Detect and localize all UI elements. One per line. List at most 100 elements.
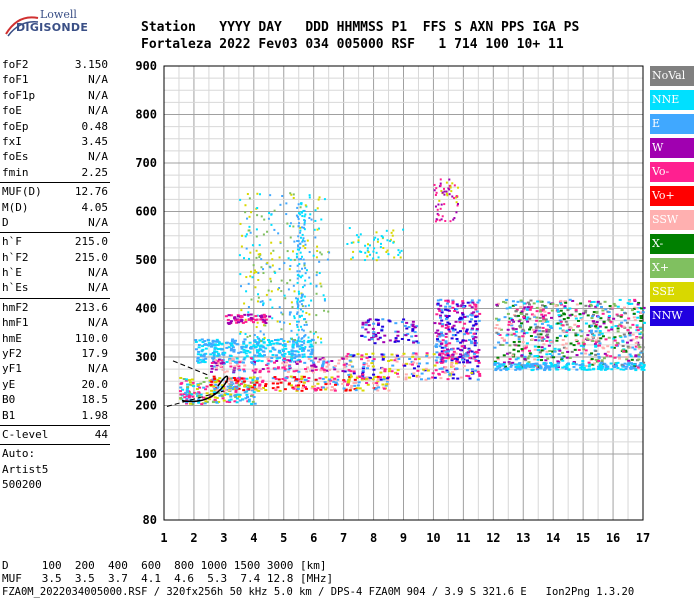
echo-point	[457, 202, 460, 205]
echo-point	[580, 368, 584, 371]
echo-point	[556, 365, 560, 368]
echo-point	[505, 307, 509, 310]
echo-point	[209, 392, 213, 395]
echo-point	[534, 329, 538, 332]
echo-point	[603, 352, 607, 355]
echo-point	[493, 360, 497, 363]
echo-point	[287, 340, 291, 343]
echo-point	[571, 362, 575, 365]
echo-point	[495, 323, 499, 326]
echo-point	[544, 362, 548, 365]
echo-point	[520, 355, 524, 358]
echo-point	[209, 342, 213, 345]
echo-point	[282, 355, 286, 358]
echo-point	[260, 258, 263, 261]
echo-point	[642, 363, 646, 366]
echo-point	[236, 314, 240, 317]
echo-point	[576, 325, 580, 328]
echo-point	[597, 340, 601, 343]
echo-point	[415, 325, 419, 328]
echo-point	[324, 388, 328, 391]
echo-point	[264, 389, 268, 392]
echo-point	[538, 316, 542, 319]
echo-point	[506, 352, 510, 355]
echo-point	[366, 331, 370, 334]
echo-point	[250, 403, 254, 406]
echo-point	[604, 326, 608, 329]
echo-point	[570, 350, 574, 353]
echo-point	[252, 359, 256, 362]
echo-point	[385, 380, 389, 383]
echo-point	[345, 355, 349, 358]
echo-point	[220, 359, 224, 362]
echo-point	[188, 402, 192, 405]
echo-point	[321, 364, 325, 367]
echo-point	[202, 386, 206, 389]
echo-point	[226, 393, 230, 396]
echo-point	[209, 394, 213, 397]
echo-point	[528, 349, 532, 352]
echo-point	[308, 251, 311, 254]
echo-point	[550, 356, 554, 359]
echo-point	[642, 306, 646, 309]
echo-point	[185, 398, 189, 401]
echo-point	[232, 376, 236, 379]
echo-point	[629, 365, 633, 368]
echo-point	[321, 362, 325, 365]
echo-point	[230, 347, 234, 350]
y-tick-label: 400	[135, 302, 157, 316]
echo-point	[472, 337, 476, 340]
echo-point	[243, 356, 247, 359]
echo-point	[625, 321, 629, 324]
echo-point	[362, 362, 366, 365]
echo-point	[616, 366, 620, 369]
echo-point	[435, 338, 439, 341]
echo-point	[268, 341, 272, 344]
echo-point	[232, 350, 236, 353]
echo-point	[578, 313, 582, 316]
echo-point	[279, 241, 282, 244]
echo-point	[187, 396, 191, 399]
echo-point	[582, 366, 586, 369]
echo-point	[247, 318, 251, 321]
param-label: foE	[2, 104, 22, 118]
echo-point	[630, 302, 634, 305]
echo-point	[536, 300, 540, 303]
echo-point	[478, 312, 482, 315]
echo-point	[609, 320, 613, 323]
echo-point	[276, 367, 280, 370]
echo-point	[416, 365, 420, 368]
echo-point	[551, 302, 555, 305]
param-row: h`F 215.0	[0, 235, 112, 250]
echo-point	[584, 304, 588, 307]
echo-point	[179, 376, 183, 379]
echo-point	[436, 212, 439, 215]
echo-point	[277, 288, 280, 291]
echo-point	[297, 384, 301, 387]
echo-point	[221, 368, 225, 371]
echo-point	[253, 271, 256, 274]
echo-point	[640, 350, 644, 353]
echo-point	[229, 382, 233, 385]
echo-point	[506, 368, 510, 371]
echo-point	[472, 311, 476, 314]
echo-point	[475, 355, 479, 358]
echo-point	[629, 339, 633, 342]
echo-point	[348, 389, 352, 392]
echo-point	[312, 254, 315, 257]
echo-point	[512, 328, 516, 331]
echo-point	[321, 357, 325, 360]
echo-point	[185, 397, 189, 400]
echo-point	[219, 362, 223, 365]
echo-point	[297, 212, 300, 215]
echo-point	[441, 191, 444, 194]
echo-point	[194, 340, 198, 343]
echo-point	[382, 356, 386, 359]
echo-point	[455, 195, 458, 198]
echo-point	[394, 339, 398, 342]
echo-point	[458, 320, 462, 323]
echo-point	[577, 342, 581, 345]
echo-point	[435, 313, 439, 316]
echo-point	[473, 356, 477, 359]
echo-point	[630, 358, 634, 361]
